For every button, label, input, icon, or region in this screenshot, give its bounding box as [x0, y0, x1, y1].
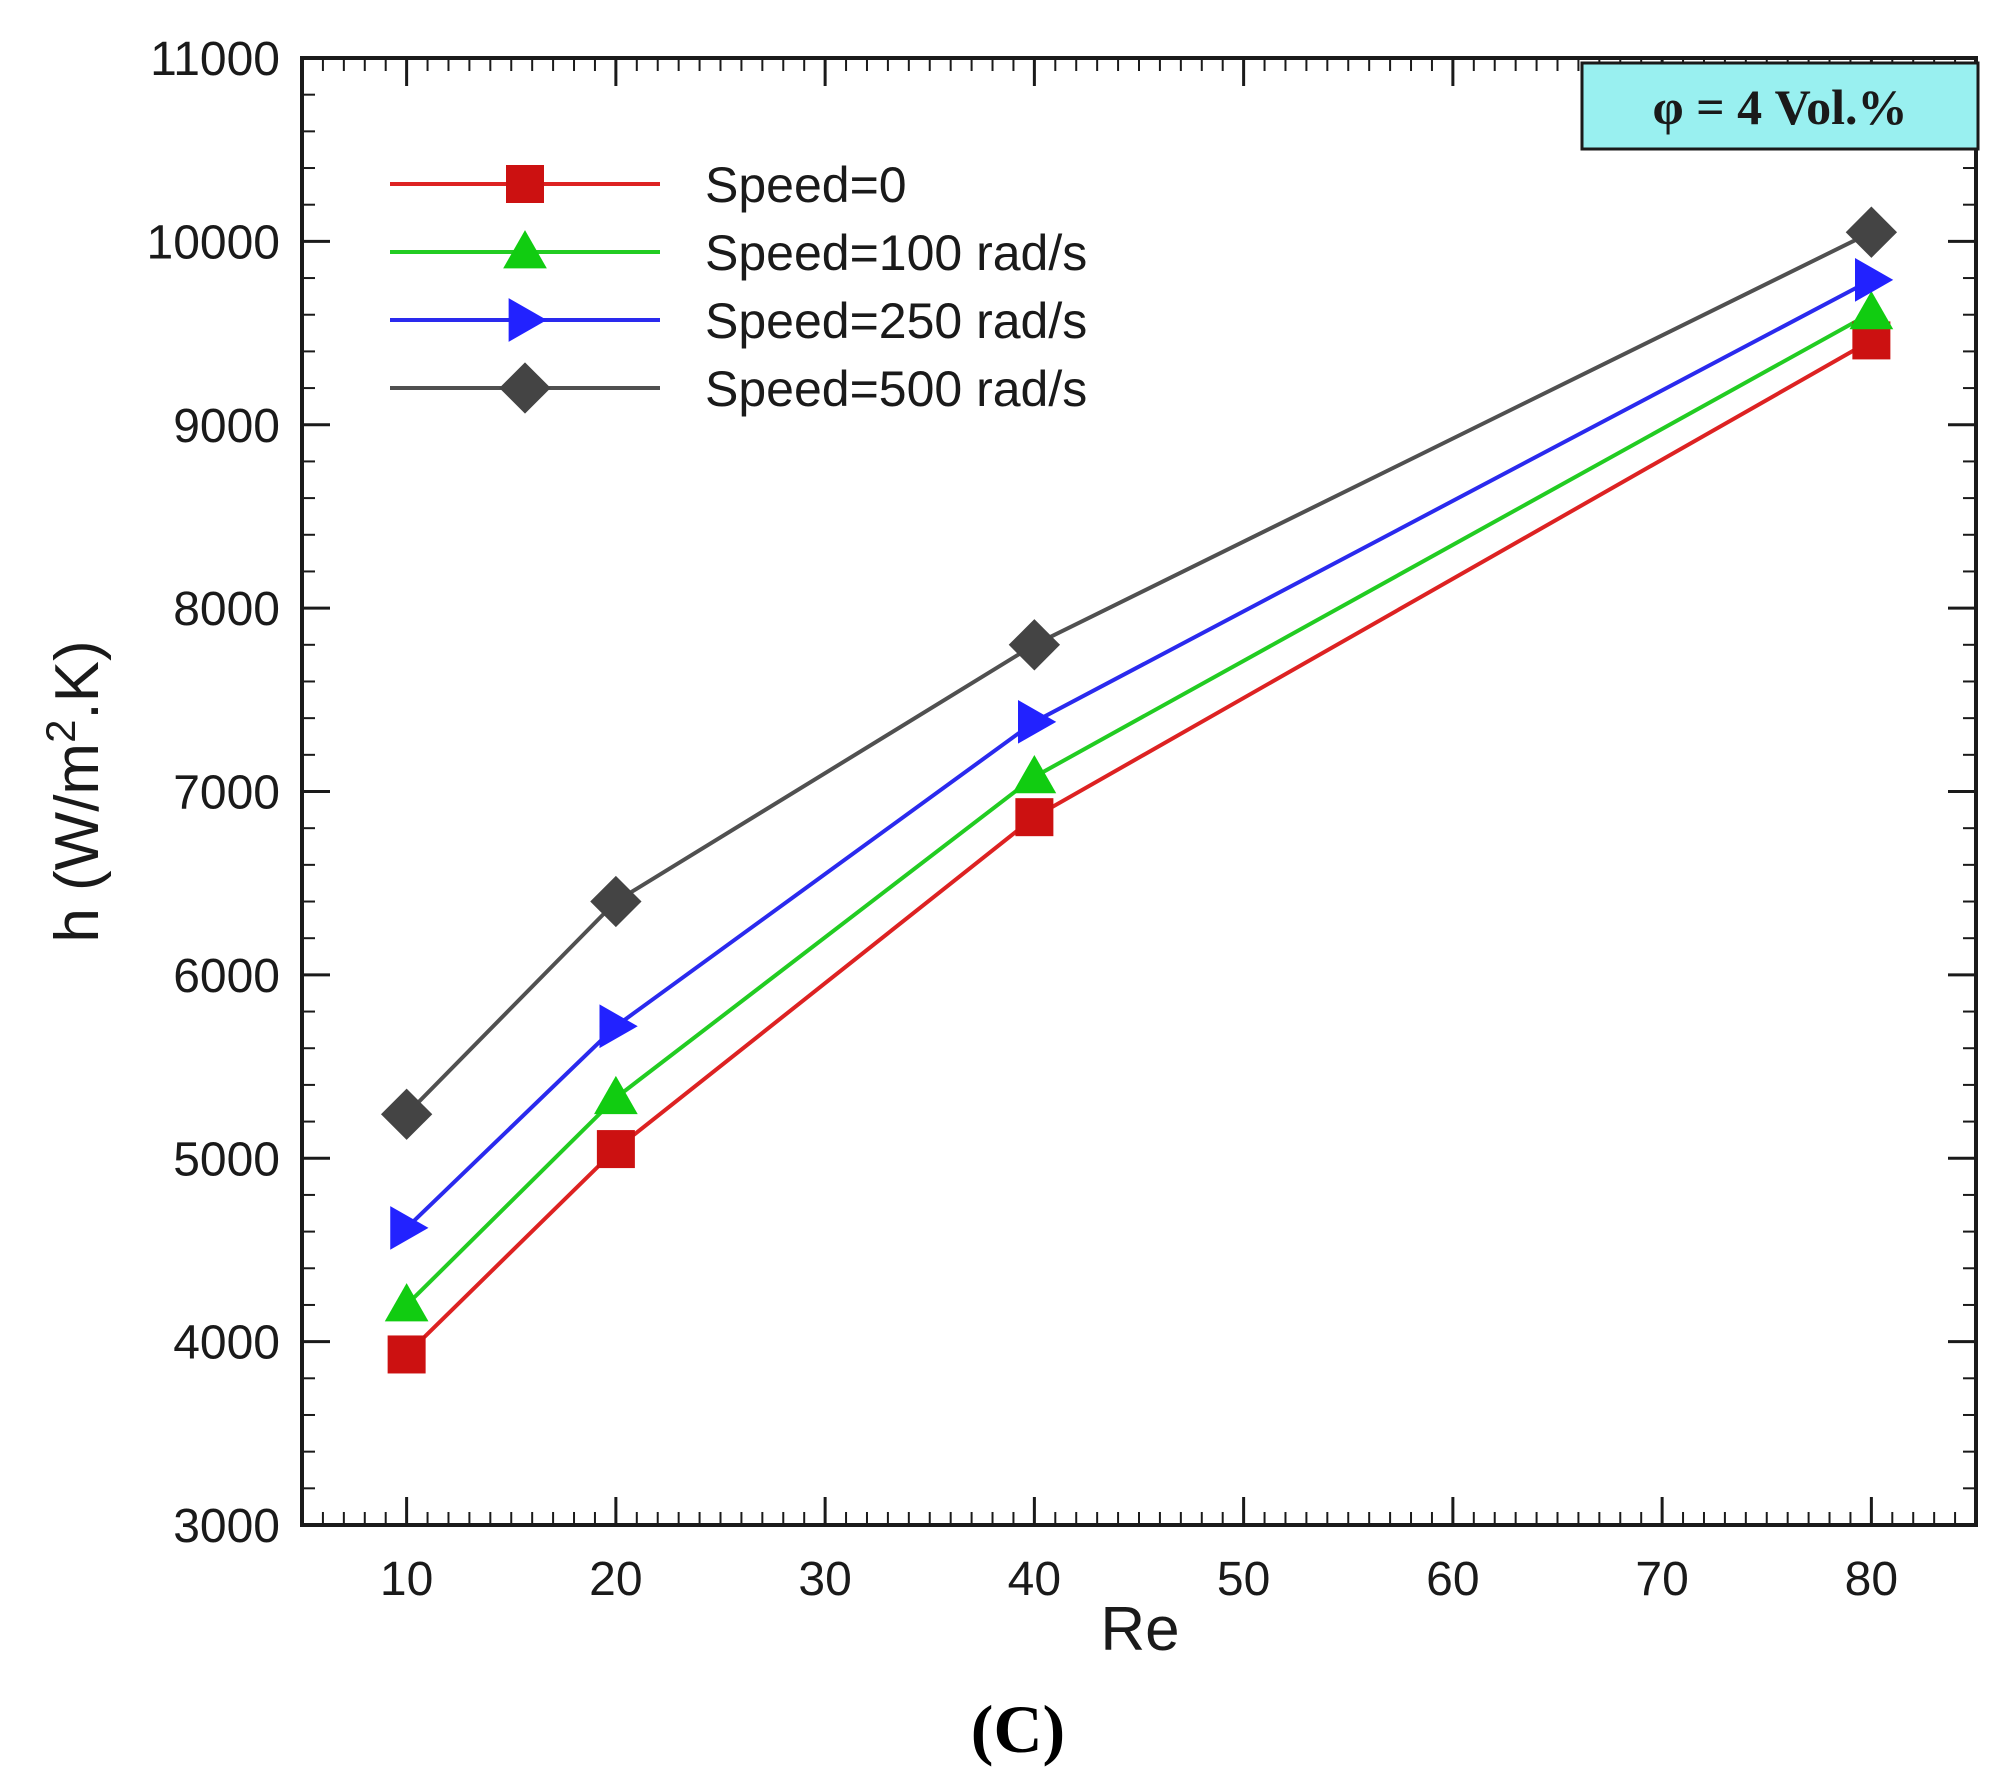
x-tick-label: 40: [1008, 1553, 1061, 1606]
data-point-3-2: [1008, 619, 1061, 671]
x-tick-label: 30: [798, 1553, 851, 1606]
series-line-2: [405, 278, 1873, 1230]
annotation-box: φ = 4 Vol.%: [1580, 61, 1980, 151]
y-axis-title: h (W/m2.K): [37, 640, 113, 942]
data-point-1-1: [594, 1075, 638, 1115]
x-tick-label: 50: [1217, 1553, 1270, 1606]
y-tick-label: 9000: [173, 400, 280, 453]
data-point-2-0: [390, 1206, 429, 1250]
data-point-0-2: [1015, 798, 1054, 837]
data-point-3-1: [590, 875, 642, 928]
x-axis-title: Re: [1100, 1595, 1179, 1664]
x-tick-labels: 10 20 30 40 50 60 70 80: [380, 1553, 1898, 1606]
legend-label-1: Speed=100 rad/s: [705, 225, 1087, 281]
annotation-background: [1580, 61, 1980, 151]
data-point-2-2: [1017, 699, 1057, 744]
y-tick-label: 7000: [173, 767, 280, 820]
data-point-0-0: [387, 1335, 426, 1374]
legend-label-0: Speed=0: [705, 157, 907, 213]
data-point-1-2: [1012, 754, 1057, 794]
series-line-3: [405, 230, 1873, 1116]
legend-label-3: Speed=500 rad/s: [705, 361, 1087, 417]
data-point-1-0: [384, 1283, 429, 1322]
legend-marker-3: [499, 362, 551, 414]
data-point-2-3: [1854, 258, 1894, 302]
y-tick-label: 8000: [173, 583, 280, 636]
annotation-text: φ = 4 Vol.%: [1652, 79, 1907, 135]
data-point-3-3: [1845, 206, 1898, 258]
axis-ticks: [301, 56, 1977, 1527]
y-tick-label: 3000: [173, 1500, 280, 1553]
y-tick-label: 4000: [173, 1317, 280, 1370]
panel-label: (C): [971, 1691, 1065, 1767]
y-axis-title-suffix: .K): [43, 640, 112, 719]
x-tick-label: 70: [1635, 1553, 1688, 1606]
svg-text:h (W/m2.K): h (W/m2.K): [37, 640, 113, 942]
y-tick-label: 11000: [150, 33, 280, 86]
legend-marker-0: [506, 165, 544, 203]
series-line-0: [405, 338, 1873, 1356]
x-tick-label: 60: [1426, 1553, 1479, 1606]
legend-marker-2: [508, 298, 547, 342]
series-markers: [380, 206, 1898, 1374]
data-point-3-0: [380, 1088, 433, 1140]
y-tick-labels: 3000 4000 5000 6000 7000 8000 9000 10000 11000: [147, 33, 280, 1553]
x-tick-label: 10: [380, 1553, 433, 1606]
y-axis-title-main: h (W/m: [43, 743, 112, 943]
series-lines: [405, 230, 1873, 1356]
plot-frame: [300, 56, 1978, 1527]
legend-marker-1: [503, 230, 547, 269]
data-point-1-3: [1849, 291, 1894, 330]
legend-label-2: Speed=250 rad/s: [705, 293, 1087, 349]
x-tick-label: 20: [589, 1553, 642, 1606]
data-point-2-1: [599, 1004, 638, 1049]
y-axis-title-superscript: 2: [37, 720, 84, 743]
y-tick-label: 5000: [173, 1133, 280, 1186]
legend: Speed=0 Speed=100 rad/s Speed=250 rad/s Spe…: [390, 157, 1087, 417]
data-point-0-1: [596, 1130, 635, 1169]
y-tick-label: 10000: [147, 216, 280, 269]
y-tick-label: 6000: [173, 950, 280, 1003]
x-tick-label: 80: [1845, 1553, 1898, 1606]
series-line-1: [405, 311, 1873, 1307]
